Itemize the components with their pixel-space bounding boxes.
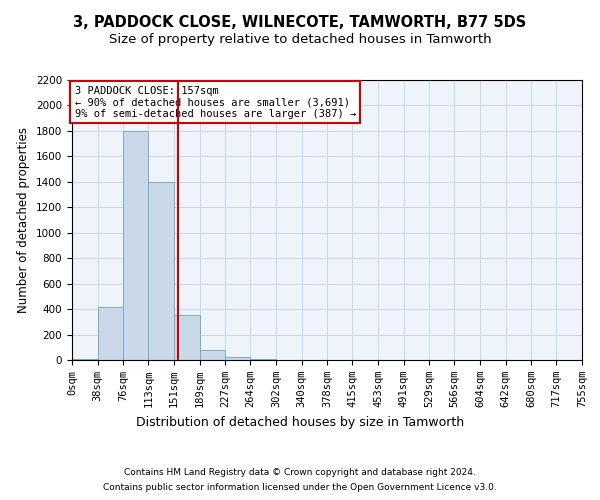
Text: 3, PADDOCK CLOSE, WILNECOTE, TAMWORTH, B77 5DS: 3, PADDOCK CLOSE, WILNECOTE, TAMWORTH, B… [73, 15, 527, 30]
Bar [148, 182, 174, 360]
Bar [200, 350, 226, 360]
Bar [124, 131, 148, 360]
Text: Contains public sector information licensed under the Open Government Licence v3: Contains public sector information licen… [103, 483, 497, 492]
Bar [72, 358, 98, 360]
Y-axis label: Number of detached properties: Number of detached properties [17, 127, 31, 313]
Text: Contains HM Land Registry data © Crown copyright and database right 2024.: Contains HM Land Registry data © Crown c… [124, 468, 476, 477]
Text: 3 PADDOCK CLOSE: 157sqm
← 90% of detached houses are smaller (3,691)
9% of semi-: 3 PADDOCK CLOSE: 157sqm ← 90% of detache… [74, 86, 356, 119]
Text: Distribution of detached houses by size in Tamworth: Distribution of detached houses by size … [136, 416, 464, 429]
Bar [174, 316, 200, 360]
Text: Size of property relative to detached houses in Tamworth: Size of property relative to detached ho… [109, 32, 491, 46]
Bar [226, 357, 250, 360]
Bar [98, 306, 124, 360]
